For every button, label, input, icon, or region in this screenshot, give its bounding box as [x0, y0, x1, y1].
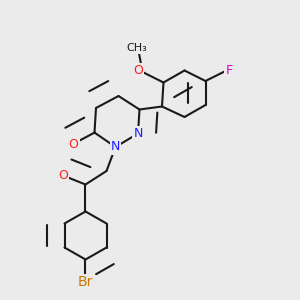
Text: F: F [225, 64, 233, 77]
Text: CH₃: CH₃ [126, 43, 147, 53]
Text: O: O [133, 64, 143, 77]
Text: O: O [58, 169, 68, 182]
Text: O: O [69, 138, 78, 151]
Text: N: N [133, 127, 143, 140]
Text: N: N [111, 140, 120, 154]
Text: Br: Br [78, 275, 93, 289]
